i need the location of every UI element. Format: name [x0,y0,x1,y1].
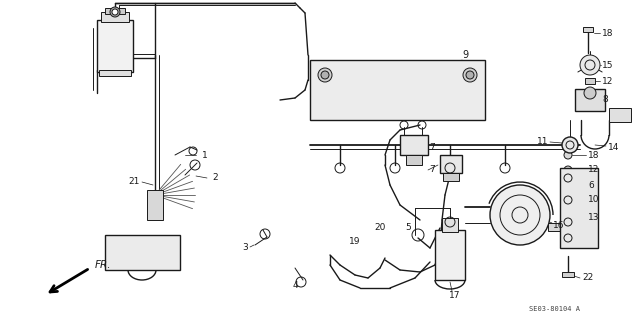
Bar [147,190,163,220]
Circle shape [466,71,474,79]
Bar [575,89,605,111]
Text: 10: 10 [588,196,600,204]
Text: 7: 7 [429,143,435,152]
Bar [440,155,462,173]
Text: 11: 11 [536,137,548,146]
Text: 20: 20 [374,224,386,233]
Bar [99,70,131,76]
Bar [105,8,125,14]
Text: 2: 2 [212,174,218,182]
Bar [101,12,129,22]
Text: 6: 6 [588,181,594,189]
Bar [97,20,133,72]
Circle shape [584,87,596,99]
Bar [400,135,428,155]
Text: 22: 22 [582,273,593,283]
Text: 3: 3 [243,243,248,253]
Bar [105,235,180,270]
Bar [583,27,593,32]
Circle shape [564,214,572,222]
Text: 21: 21 [129,177,140,187]
Bar [585,78,595,84]
Circle shape [112,9,118,15]
Circle shape [321,71,329,79]
Circle shape [564,196,572,204]
Text: 18: 18 [588,151,600,160]
Text: 12: 12 [602,77,613,85]
Circle shape [580,55,600,75]
Bar [310,60,485,120]
Text: FR.: FR. [95,260,111,270]
Bar [548,223,560,231]
Bar [435,230,465,280]
Text: 5: 5 [405,224,411,233]
Text: 4: 4 [292,280,298,290]
Text: SE03-80104 A: SE03-80104 A [529,306,580,312]
Circle shape [110,7,120,17]
Text: 14: 14 [608,144,620,152]
Bar [609,108,631,122]
Text: 9: 9 [462,50,468,60]
Bar [562,272,574,277]
Circle shape [564,166,572,174]
Text: 18: 18 [602,28,614,38]
Circle shape [564,181,572,189]
Text: 17: 17 [449,292,461,300]
Text: 19: 19 [349,238,360,247]
Text: 15: 15 [602,61,614,70]
Text: 12: 12 [588,166,600,174]
Bar [442,218,458,232]
Circle shape [318,68,332,82]
Bar [560,168,598,248]
Circle shape [564,151,572,159]
Text: 1: 1 [202,151,208,160]
Bar [443,173,459,181]
Circle shape [490,185,550,245]
Circle shape [463,68,477,82]
Text: 8: 8 [602,95,608,105]
Bar [406,155,422,165]
Text: 7: 7 [429,166,435,174]
Circle shape [562,137,578,153]
Text: 16: 16 [553,220,564,229]
Text: 13: 13 [588,213,600,222]
